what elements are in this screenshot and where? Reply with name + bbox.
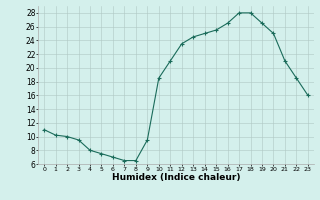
X-axis label: Humidex (Indice chaleur): Humidex (Indice chaleur) bbox=[112, 173, 240, 182]
